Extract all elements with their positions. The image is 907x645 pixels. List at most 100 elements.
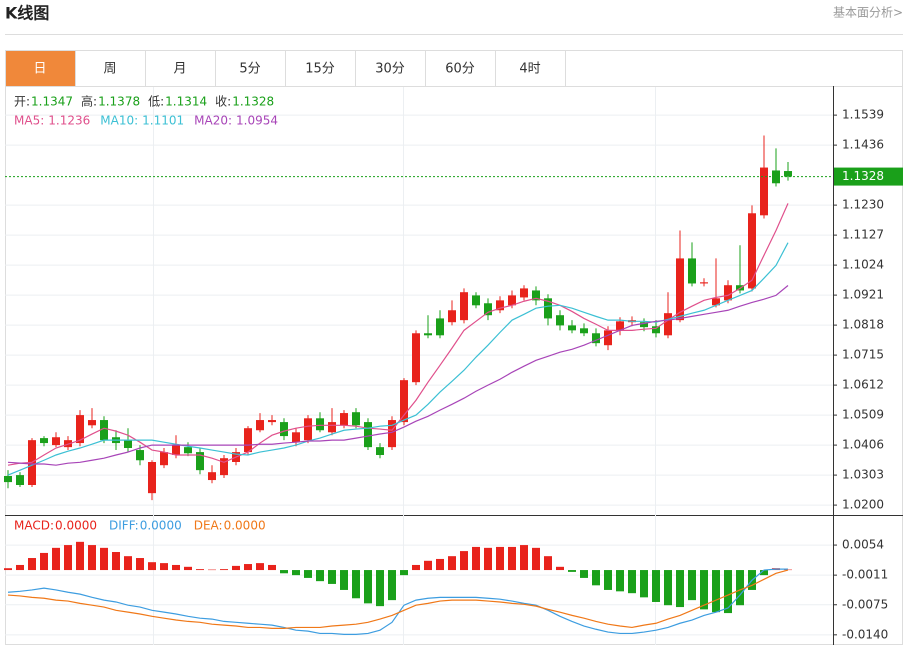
macd-bar bbox=[412, 564, 420, 571]
y-tick-label: 1.1230 bbox=[842, 198, 884, 212]
macd-bar bbox=[184, 566, 192, 571]
legend-name: DIFF: bbox=[109, 519, 139, 533]
macd-bar bbox=[556, 566, 564, 571]
candle-body bbox=[484, 303, 492, 316]
macd-bar bbox=[388, 570, 396, 601]
macd-bar bbox=[712, 570, 720, 613]
tab[interactable] bbox=[145, 50, 216, 87]
macd-bar bbox=[364, 570, 372, 604]
macd-bar bbox=[172, 564, 180, 571]
legend-value: 1.1101 bbox=[142, 114, 184, 128]
last-price-label: 1.1328 bbox=[842, 169, 884, 183]
ohlc-label: 收: bbox=[215, 95, 231, 109]
macd-bar bbox=[16, 564, 24, 571]
candle-body bbox=[388, 420, 396, 448]
macd-bar bbox=[64, 545, 72, 571]
legend-value: 0.0000 bbox=[55, 519, 97, 533]
tab-label[interactable]: 日 bbox=[33, 62, 46, 77]
candle-body bbox=[772, 170, 780, 184]
candle-body bbox=[544, 298, 552, 319]
tab[interactable] bbox=[215, 50, 286, 87]
candle-body bbox=[664, 313, 672, 336]
chart-frame bbox=[5, 50, 903, 645]
candle-body bbox=[436, 318, 444, 336]
tab-label[interactable]: 周 bbox=[103, 62, 116, 77]
macd-bar bbox=[520, 545, 528, 571]
y-tick-label: 1.1436 bbox=[842, 138, 884, 152]
macd-bar bbox=[700, 570, 708, 610]
tab[interactable] bbox=[75, 50, 146, 87]
tab[interactable] bbox=[5, 50, 76, 87]
y-tick-label: -0.0075 bbox=[842, 597, 888, 611]
macd-bar bbox=[208, 569, 216, 571]
ohlc-label: 低: bbox=[148, 95, 164, 109]
y-tick-label: 1.0612 bbox=[842, 378, 884, 392]
macd-bar bbox=[28, 558, 36, 571]
candle-body bbox=[208, 472, 216, 481]
candle-body bbox=[256, 420, 264, 431]
tab-label[interactable]: 5分 bbox=[239, 62, 260, 77]
candle-body bbox=[268, 420, 276, 423]
macd-bar bbox=[4, 568, 12, 571]
fundamental-link[interactable]: 基本面分析> bbox=[833, 6, 903, 20]
macd-bar bbox=[628, 570, 636, 594]
candle-body bbox=[136, 450, 144, 461]
macd-bar bbox=[76, 541, 84, 571]
macd-bar bbox=[244, 564, 252, 571]
ohlc-value: 1.1378 bbox=[98, 95, 140, 109]
tab[interactable] bbox=[355, 50, 426, 87]
macd-bar bbox=[544, 556, 552, 571]
macd-bar bbox=[196, 569, 204, 571]
tab-label[interactable]: 30分 bbox=[375, 62, 405, 77]
macd-line bbox=[7, 569, 789, 629]
tab[interactable] bbox=[285, 50, 356, 87]
macd-bar bbox=[760, 570, 768, 576]
candle-body bbox=[148, 461, 156, 494]
y-tick-label: 1.1127 bbox=[842, 228, 884, 242]
candle-body bbox=[328, 422, 336, 433]
candle-body bbox=[508, 295, 516, 306]
macd-bar bbox=[532, 547, 540, 571]
tab-label[interactable]: 15分 bbox=[305, 62, 335, 77]
candle-body bbox=[448, 310, 456, 323]
candle-body bbox=[580, 328, 588, 334]
macd-bar bbox=[352, 570, 360, 599]
ohlc-value: 1.1314 bbox=[165, 95, 207, 109]
candle-body bbox=[412, 333, 420, 383]
macd-bar bbox=[100, 547, 108, 571]
legend-value: 1.0954 bbox=[236, 114, 278, 128]
macd-bar bbox=[508, 546, 516, 571]
candle-body bbox=[172, 445, 180, 456]
candle-body bbox=[592, 333, 600, 344]
macd-bar bbox=[460, 551, 468, 571]
candle-body bbox=[400, 380, 408, 423]
macd-bar bbox=[280, 570, 288, 574]
macd-bar bbox=[328, 570, 336, 584]
page-title: K线图 bbox=[5, 4, 49, 23]
y-tick-label: 1.0921 bbox=[842, 288, 884, 302]
macd-bar bbox=[604, 570, 612, 590]
macd-bar bbox=[112, 552, 120, 571]
candle-body bbox=[16, 475, 24, 486]
y-tick-label: -0.0140 bbox=[842, 627, 888, 641]
candle-body bbox=[460, 292, 468, 321]
macd-bar bbox=[688, 570, 696, 601]
candle-body bbox=[376, 447, 384, 456]
macd-bar bbox=[232, 565, 240, 571]
tab-label[interactable]: 4时 bbox=[519, 62, 540, 77]
tab-label[interactable]: 60分 bbox=[445, 62, 475, 77]
candle-body bbox=[4, 475, 12, 483]
last-price-box bbox=[834, 167, 903, 186]
candle-body bbox=[640, 322, 648, 328]
macd-bar bbox=[736, 570, 744, 606]
candle-body bbox=[124, 440, 132, 449]
macd-bar bbox=[472, 546, 480, 571]
macd-bar bbox=[400, 570, 408, 576]
legend-name: MA10: bbox=[100, 114, 138, 128]
tab[interactable] bbox=[495, 50, 566, 87]
legend-value: 1.1236 bbox=[48, 114, 90, 128]
candle-body bbox=[52, 437, 60, 446]
macd-bar bbox=[484, 547, 492, 571]
tab-label[interactable]: 月 bbox=[173, 62, 186, 77]
candle-body bbox=[532, 290, 540, 301]
